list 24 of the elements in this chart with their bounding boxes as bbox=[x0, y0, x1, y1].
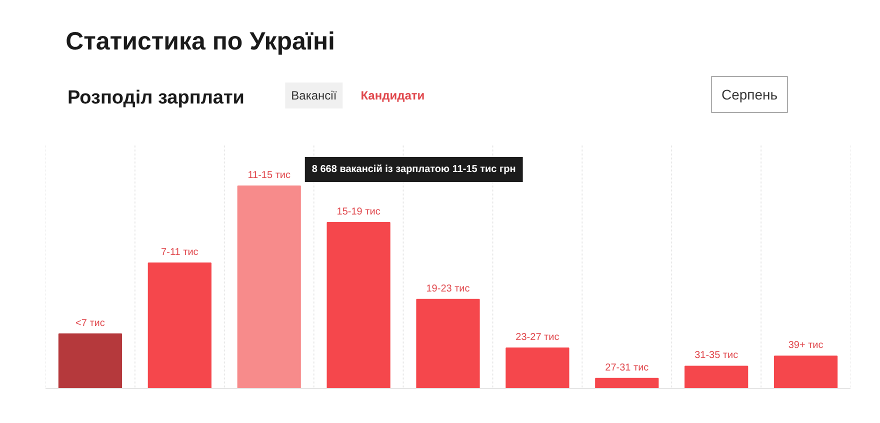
bar bbox=[58, 333, 122, 388]
x-tick-label: 7-11 тис bbox=[161, 246, 198, 258]
bar bbox=[684, 366, 748, 388]
bar bbox=[595, 378, 659, 388]
x-tick-label: 15-19 тис bbox=[336, 206, 380, 218]
x-tick-label: 31-35 тис bbox=[694, 350, 738, 362]
chart-subtitle: Розподіл зарплати bbox=[67, 88, 244, 108]
x-tick-label: 23-27 тис bbox=[516, 332, 560, 343]
x-tick-label: <7 тис bbox=[76, 318, 105, 329]
x-tick-label: 11-15 тис bbox=[248, 170, 291, 181]
chart-title: Статистика по Україні bbox=[66, 28, 335, 56]
bar bbox=[148, 262, 212, 388]
bar bbox=[326, 222, 390, 388]
bar bbox=[237, 186, 301, 388]
x-tick-label: 39+ тис bbox=[788, 340, 824, 352]
text: Кандидати bbox=[360, 88, 425, 102]
bar bbox=[416, 298, 480, 388]
bar bbox=[506, 348, 570, 388]
bar bbox=[774, 356, 838, 388]
text: 8 668 вакансій із зарплатою 11-15 тис грн bbox=[312, 164, 516, 175]
x-tick-label: 19-23 тис bbox=[426, 283, 470, 294]
x-tick-label: 27-31 тис bbox=[605, 362, 649, 374]
text: Серпень bbox=[721, 86, 778, 102]
text: Вакансії bbox=[291, 88, 338, 102]
